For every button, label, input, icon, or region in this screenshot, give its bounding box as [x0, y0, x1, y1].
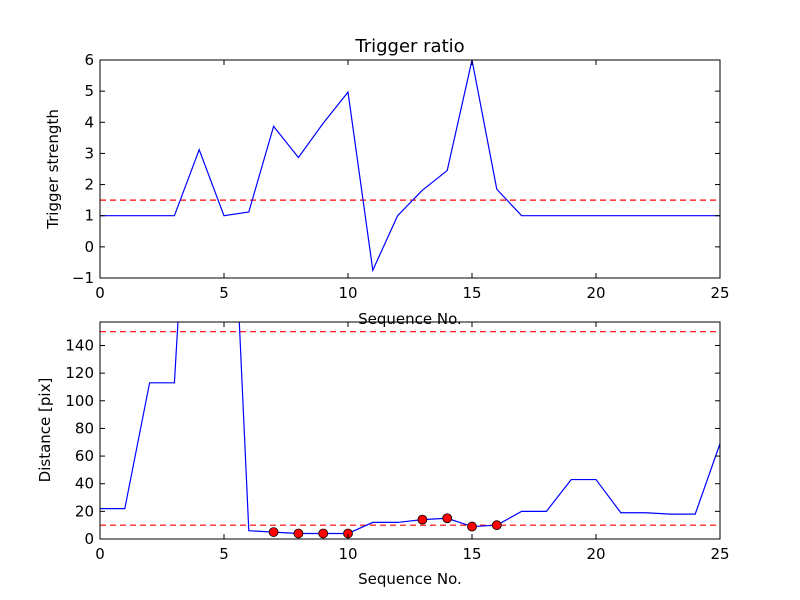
- y-tick-label: 4: [84, 113, 94, 131]
- x-tick-label: 5: [219, 545, 229, 563]
- x-tick-label: 20: [586, 545, 605, 563]
- y-axis-label: Distance [pix]: [36, 378, 54, 483]
- y-tick-label: 120: [65, 364, 94, 382]
- y-tick-label: 3: [84, 144, 94, 162]
- y-tick-label: 60: [75, 447, 94, 465]
- data-point: [293, 528, 304, 539]
- x-tick-label: 10: [338, 284, 357, 302]
- x-tick-label: 10: [338, 545, 357, 563]
- y-axis-label: Trigger strength: [44, 109, 62, 230]
- plot-area: [100, 322, 720, 539]
- x-tick-label: 15: [462, 545, 481, 563]
- y-tick-label: 20: [75, 502, 94, 520]
- data-point: [467, 521, 477, 532]
- y-tick-label: −1: [72, 269, 94, 287]
- plot-area: [100, 60, 720, 273]
- data-point: [268, 527, 279, 537]
- x-tick-label: 0: [95, 284, 105, 302]
- x-tick-label: 5: [219, 284, 229, 302]
- data-point: [417, 514, 428, 525]
- y-tick-label: 1: [84, 207, 94, 225]
- y-tick-label: 0: [84, 530, 94, 548]
- y-tick-label: 6: [84, 51, 94, 69]
- series-line: [100, 60, 720, 273]
- series-line: [100, 322, 720, 535]
- y-tick-label: 5: [84, 82, 94, 100]
- y-tick-label: 100: [65, 392, 94, 410]
- x-tick-label: 0: [95, 545, 105, 563]
- x-axis-label: Sequence No.: [358, 570, 462, 588]
- y-tick-label: 140: [65, 336, 94, 354]
- data-point: [442, 513, 453, 524]
- y-tick-label: 80: [75, 419, 94, 437]
- x-tick-label: 25: [710, 545, 729, 563]
- y-tick-label: 2: [84, 176, 94, 194]
- y-tick-label: 0: [84, 238, 94, 256]
- chart-title: Trigger ratio: [354, 36, 464, 57]
- x-tick-label: 15: [462, 284, 481, 302]
- distance-chart: 0 5 10 15 20 25 0 20 40 60 80 100 120 140 Sequence No…: [36, 321, 730, 588]
- axes-frame: [99, 321, 721, 540]
- ticks: 0 5 10 15 20 25 0 20 40 60 80 100 120 140: [65, 322, 730, 563]
- x-tick-label: 20: [586, 284, 605, 302]
- x-axis-label: Sequence No.: [358, 310, 462, 328]
- y-tick-label: 40: [75, 475, 94, 493]
- data-point: [318, 528, 329, 539]
- x-tick-label: 25: [710, 284, 729, 302]
- data-point: [491, 520, 502, 531]
- axes-frame: [99, 59, 721, 279]
